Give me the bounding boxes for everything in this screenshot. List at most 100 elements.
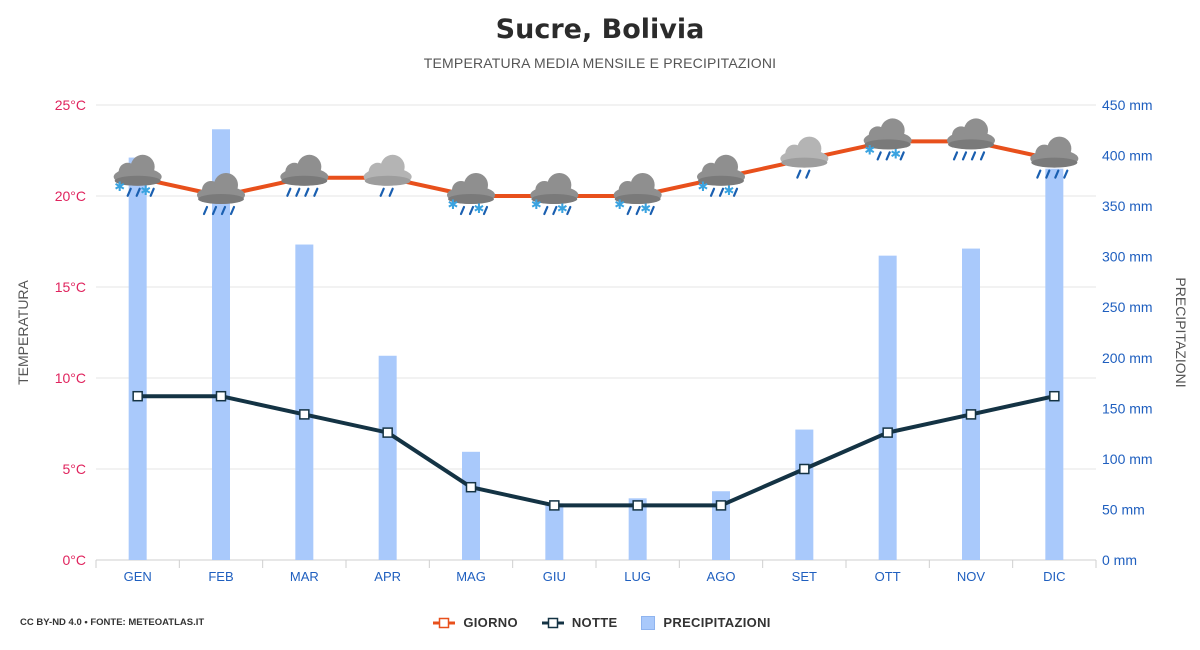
- category-label: SET: [792, 569, 817, 584]
- cloud-part: [531, 194, 578, 204]
- rain-drop: [379, 187, 385, 197]
- snowflake: ✱: [531, 198, 542, 213]
- cloud-part: [614, 194, 661, 204]
- legend-day-marker: [433, 617, 456, 628]
- cloud-rain-snow-icon: ✱ ✱: [697, 154, 745, 199]
- cloud-part: [214, 173, 238, 197]
- rain-drop: [952, 151, 959, 161]
- right-tick-label: 100 mm: [1102, 451, 1153, 467]
- snowflake: ✱: [724, 184, 735, 199]
- right-tick-label: 250 mm: [1102, 299, 1153, 315]
- night-point: [965, 409, 977, 420]
- cloud-part: [630, 173, 655, 197]
- cloud-rain-snow-icon: ✱ ✱: [113, 154, 162, 199]
- precip-bar: [795, 429, 814, 560]
- cloud-shape: [363, 154, 412, 186]
- left-tick-label: 15°C: [55, 279, 86, 295]
- cloud-part: [948, 139, 994, 150]
- right-tick-label: 150 mm: [1102, 400, 1153, 416]
- cloud-part: [547, 173, 572, 197]
- precip-bar: [128, 157, 147, 561]
- cloud-light-rain-icon: [780, 136, 829, 179]
- rain-drop: [649, 205, 655, 216]
- legend-item-night[interactable]: NOTTE: [541, 615, 618, 630]
- cloud-shape: [1030, 136, 1079, 168]
- right-tick-label: 400 mm: [1102, 148, 1153, 164]
- chart-legend: GIORNO NOTTE PRECIPITAZIONI: [0, 615, 1200, 630]
- rain-drop: [1054, 169, 1060, 179]
- precip-bar: [462, 451, 480, 560]
- cloud-shape: [947, 118, 995, 150]
- rain-drop: [718, 187, 725, 197]
- legend-precip-label: PRECIPITAZIONI: [663, 615, 771, 630]
- cloud-rain-icon: [1030, 136, 1079, 179]
- cloud-shape: [863, 118, 912, 150]
- cloud-shape: [613, 173, 662, 204]
- legend-item-day[interactable]: GIORNO: [433, 615, 518, 630]
- night-point: [549, 500, 560, 511]
- cloud-part: [797, 136, 822, 161]
- precip-bar: [378, 355, 397, 560]
- cloud-part: [114, 175, 161, 186]
- rain-drop: [566, 205, 572, 216]
- precip-bar: [295, 244, 314, 561]
- rain-drop: [295, 187, 301, 197]
- night-point: [1049, 390, 1060, 402]
- rain-drop: [229, 205, 236, 216]
- precip-bar: [212, 129, 230, 560]
- cloud-rain-snow-icon: ✱ ✱: [613, 173, 662, 217]
- rain-drop: [149, 187, 155, 197]
- right-tick-label: 350 mm: [1102, 198, 1153, 214]
- rain-drop: [635, 205, 641, 216]
- rain-drop: [482, 205, 489, 216]
- category-label: NOV: [957, 569, 986, 584]
- snowflake: ✱: [557, 202, 568, 217]
- night-point: [799, 463, 810, 475]
- rain-drop: [211, 205, 218, 216]
- rain-drop: [286, 187, 292, 197]
- left-tick-label: 10°C: [55, 370, 86, 386]
- night-point: [632, 500, 643, 511]
- cloud-rain-icon: [280, 154, 329, 197]
- rain-drop: [552, 205, 558, 216]
- right-tick-label: 0 mm: [1102, 552, 1137, 568]
- category-label: OTT: [875, 569, 901, 584]
- rain-drop: [876, 151, 882, 161]
- snowflake: ✱: [474, 202, 485, 217]
- rain-drop: [970, 151, 977, 161]
- cloud-part: [1047, 136, 1072, 161]
- cloud-shape: [197, 173, 245, 204]
- legend-night-label: NOTTE: [571, 615, 618, 630]
- left-tick-label: 5°C: [63, 461, 87, 477]
- cloud-part: [864, 139, 911, 150]
- category-label: LUG: [624, 569, 651, 584]
- rain-drop: [732, 187, 739, 197]
- chart-subtitle: TEMPERATURA MEDIA MENSILE E PRECIPITAZIO…: [423, 55, 777, 71]
- night-point: [382, 427, 393, 438]
- cloud-rain-snow-icon: ✱ ✱: [447, 173, 495, 217]
- snowflake: ✱: [140, 184, 151, 199]
- night-point: [715, 500, 727, 511]
- cloud-shape: [113, 154, 162, 186]
- left-tick-label: 0°C: [63, 552, 87, 568]
- cloud-rain-icon: [197, 173, 245, 216]
- cloud-part: [464, 173, 488, 197]
- night-point: [882, 427, 893, 438]
- category-label: AGO: [707, 569, 736, 584]
- legend-night-marker: [541, 617, 564, 628]
- cloud-part: [297, 154, 322, 179]
- cloud-part: [281, 175, 328, 186]
- cloud-part: [714, 154, 738, 179]
- legend-item-precip[interactable]: PRECIPITAZIONI: [641, 615, 770, 630]
- cloud-shape: [280, 154, 329, 186]
- rain-drop: [899, 151, 905, 161]
- snowflake: ✱: [614, 198, 625, 213]
- cloud-part: [130, 154, 155, 179]
- cloud-part: [198, 194, 244, 204]
- night-point: [132, 390, 143, 402]
- rain-drop: [388, 187, 394, 197]
- precip-bar: [962, 248, 980, 561]
- category-label: GEN: [124, 569, 152, 584]
- rain-drop: [304, 187, 310, 197]
